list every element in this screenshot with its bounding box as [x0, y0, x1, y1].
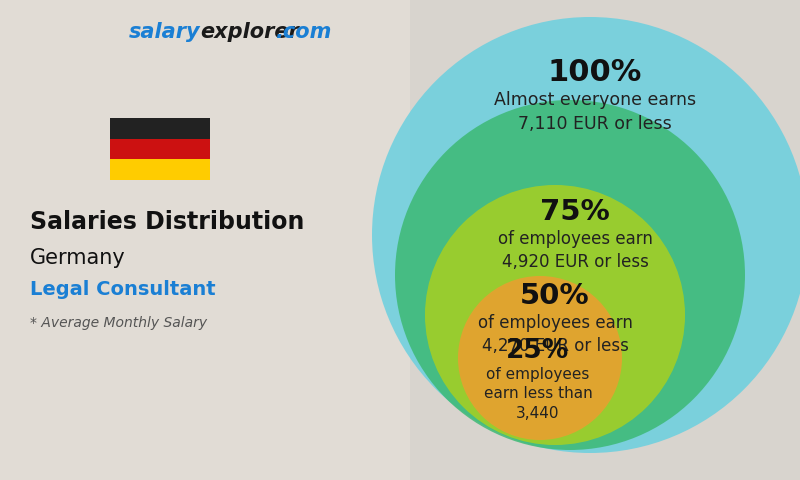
Circle shape — [395, 100, 745, 450]
Bar — [110, 139, 210, 159]
Text: .com: .com — [275, 22, 331, 42]
Text: 100%: 100% — [548, 58, 642, 87]
Text: * Average Monthly Salary: * Average Monthly Salary — [30, 316, 207, 330]
Text: salary: salary — [128, 22, 200, 42]
Text: Germany: Germany — [30, 248, 126, 268]
Text: Legal Consultant: Legal Consultant — [30, 280, 216, 299]
Circle shape — [372, 17, 800, 453]
Circle shape — [425, 185, 685, 445]
Circle shape — [458, 276, 622, 440]
Text: 25%: 25% — [506, 338, 570, 364]
Text: explorer: explorer — [200, 22, 298, 42]
Text: of employees
earn less than
3,440: of employees earn less than 3,440 — [484, 367, 592, 421]
Text: of employees earn
4,920 EUR or less: of employees earn 4,920 EUR or less — [498, 229, 653, 271]
Text: 75%: 75% — [540, 198, 610, 226]
Text: Salaries Distribution: Salaries Distribution — [30, 210, 304, 234]
Text: 50%: 50% — [520, 282, 590, 310]
Bar — [110, 118, 210, 139]
Bar — [110, 159, 210, 180]
Text: of employees earn
4,270 EUR or less: of employees earn 4,270 EUR or less — [478, 313, 633, 355]
Text: Almost everyone earns
7,110 EUR or less: Almost everyone earns 7,110 EUR or less — [494, 91, 696, 132]
Bar — [0, 0, 410, 480]
